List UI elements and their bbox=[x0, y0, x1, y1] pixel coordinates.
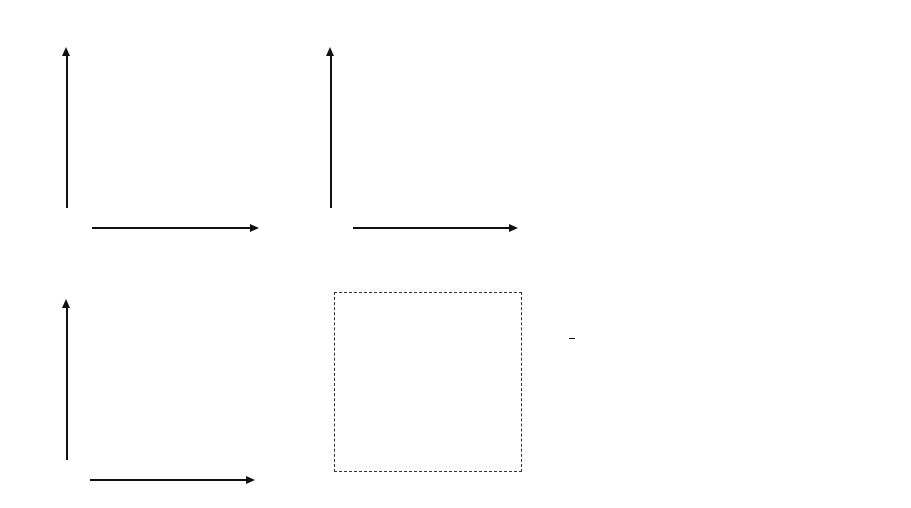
rna-structure-image bbox=[742, 48, 862, 118]
panel-b-yaxis-arrowhead bbox=[326, 47, 334, 56]
system-a-fraction-numerator bbox=[569, 337, 575, 339]
panel-c-xaxis-arrowhead bbox=[246, 475, 255, 484]
panel-a-joint-plot bbox=[89, 44, 285, 224]
panel-c-xaxis-line bbox=[90, 479, 246, 481]
panel-a-yaxis-line bbox=[66, 56, 68, 208]
panel-b-xaxis-arrowhead bbox=[509, 223, 518, 232]
protein-structure-image bbox=[598, 50, 682, 122]
panel-d-dashed-border bbox=[334, 292, 522, 472]
panel-c-joint-plot bbox=[84, 301, 280, 481]
panel-a-xaxis-line bbox=[92, 227, 250, 229]
rna-protein-complex-image bbox=[558, 155, 730, 290]
panel-c-yaxis-arrowhead bbox=[62, 299, 70, 308]
panel-a-xaxis-arrowhead bbox=[250, 223, 259, 232]
panel-b-joint-plot bbox=[344, 47, 540, 227]
system-a-line2 bbox=[566, 322, 578, 354]
panel-b-yaxis-line bbox=[330, 56, 332, 208]
panel-d-scatter-plot bbox=[346, 296, 542, 476]
panel-c-yaxis-line bbox=[66, 308, 68, 460]
phase-diagram bbox=[706, 190, 911, 292]
panel-b-xaxis-line bbox=[353, 227, 509, 229]
panel-a-yaxis-arrowhead bbox=[62, 47, 70, 56]
system-a-fraction bbox=[569, 337, 575, 339]
